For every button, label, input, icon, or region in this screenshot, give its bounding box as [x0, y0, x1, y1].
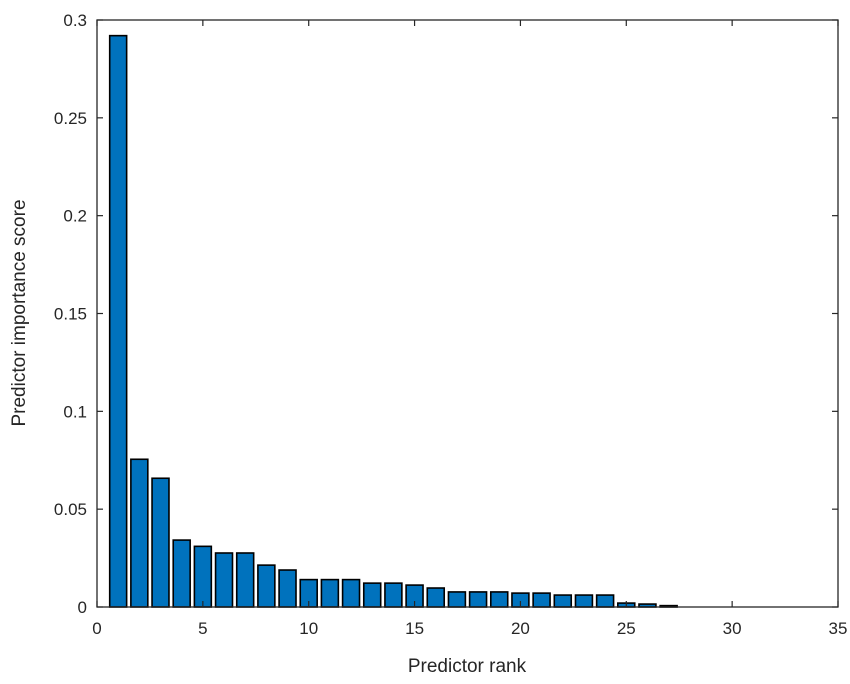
y-tick-label: 0.25 — [54, 109, 87, 128]
plot-area — [97, 20, 838, 607]
x-axis-ticks: 0 5 10 15 20 25 30 35 — [92, 20, 847, 638]
y-tick-label: 0.05 — [54, 500, 87, 519]
bar-rank-11 — [320, 578, 340, 608]
bar-rank-2 — [130, 458, 149, 608]
bar-rank-21 — [532, 592, 551, 608]
y-tick-label: 0.3 — [63, 11, 87, 30]
x-tick-label: 25 — [617, 619, 636, 638]
bar-rank-22 — [553, 594, 573, 608]
x-tick-label: 15 — [405, 619, 424, 638]
plot-background — [97, 20, 838, 607]
y-axis-label: Predictor importance score — [9, 199, 30, 426]
x-axis-label: Predictor rank — [408, 656, 527, 677]
bar-rank-18 — [468, 591, 488, 608]
bar-rank-9 — [278, 569, 297, 608]
bar-rank-12 — [341, 578, 361, 608]
x-tick-label: 20 — [511, 619, 530, 638]
bar-series — [108, 34, 678, 608]
y-tick-label: 0.15 — [54, 305, 87, 324]
x-tick-label: 0 — [92, 619, 101, 638]
x-tick-label: 30 — [723, 619, 742, 638]
y-tick-label: 0.2 — [63, 207, 87, 226]
bar-rank-1 — [108, 34, 128, 608]
bar-rank-23 — [574, 594, 594, 608]
x-tick-label: 35 — [829, 619, 848, 638]
bar-rank-4 — [172, 539, 191, 608]
bar-rank-19 — [489, 591, 509, 608]
bar-rank-24 — [595, 594, 615, 608]
bar-rank-16 — [426, 587, 446, 608]
bar-rank-13 — [362, 582, 382, 608]
bar-rank-7 — [235, 552, 255, 608]
bar-rank-6 — [214, 552, 234, 608]
x-tick-label: 5 — [198, 619, 207, 638]
bar-rank-3 — [151, 477, 170, 608]
bar-rank-5 — [193, 545, 213, 608]
y-tick-label: 0 — [78, 598, 87, 617]
y-tick-label: 0.1 — [63, 402, 87, 421]
y-axis-ticks: 0 0.05 0.1 0.15 0.2 0.25 0.3 — [54, 11, 838, 617]
bar-rank-17 — [447, 591, 467, 608]
bar-rank-14 — [384, 582, 403, 608]
bar-rank-8 — [257, 564, 276, 608]
x-tick-label: 10 — [299, 619, 318, 638]
